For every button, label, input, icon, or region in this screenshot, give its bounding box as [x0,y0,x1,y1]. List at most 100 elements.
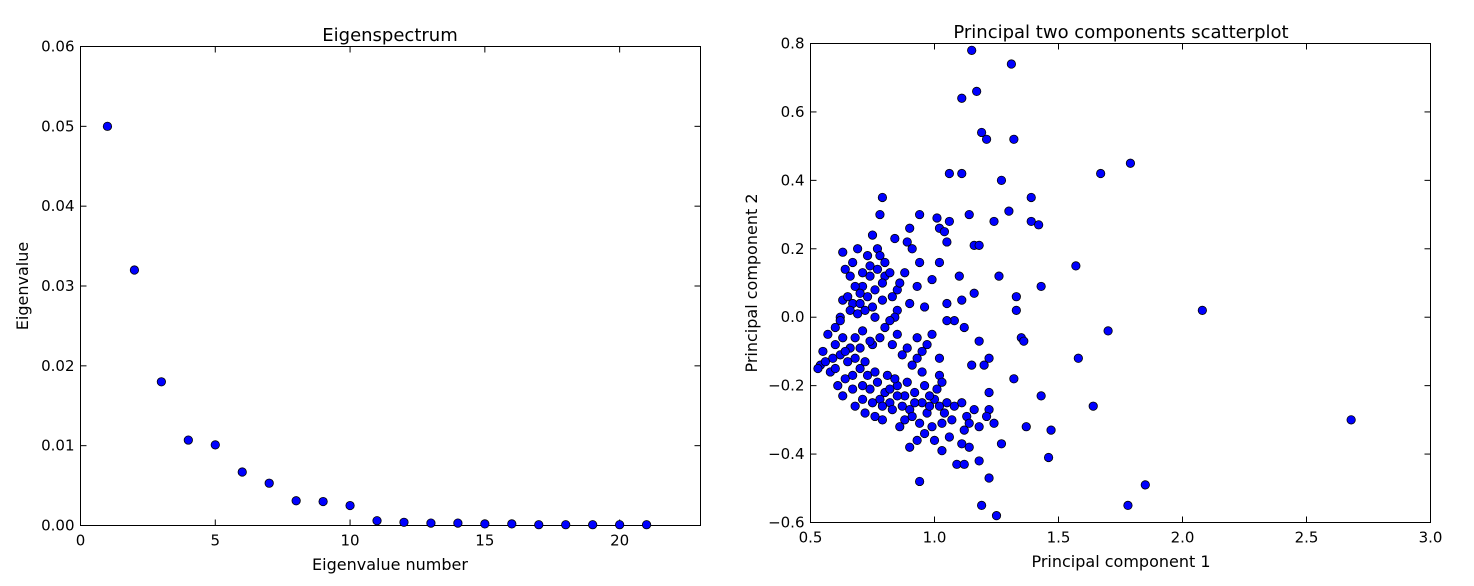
y-tick-label: 0.02 [41,357,74,375]
data-point [507,519,517,529]
data-point [967,360,977,370]
data-point [857,381,868,391]
data-point [129,265,140,275]
data-point [865,261,875,271]
data-point [877,278,888,288]
data-point [959,425,969,435]
data-point [932,213,942,223]
y-tick-label: −0.4 [768,445,804,463]
data-point [994,271,1004,281]
x-tick-label: 5 [211,532,221,550]
data-point [912,333,922,343]
plot-frame [810,43,1431,523]
data-point [857,394,868,404]
data-point [910,398,920,408]
y-tick-label: 0.00 [41,517,74,535]
data-point [922,339,932,350]
y-tick-label: 0.05 [41,117,74,135]
data-point [919,428,930,439]
data-point [1140,480,1150,490]
data-point [426,518,436,528]
data-point [848,384,858,394]
data-point [818,346,828,357]
x-tick-label: 3.0 [1419,529,1443,547]
data-point [890,233,900,244]
data-point [1346,415,1356,425]
x-axis-label: Principal component 1 [1031,552,1210,571]
y-tick-label: 0.4 [781,171,805,189]
data-point [902,237,912,247]
data-point [850,401,860,411]
data-point [984,387,994,398]
data-point [969,404,979,415]
data-point [919,381,930,391]
data-point [845,305,855,315]
data-point [870,312,880,322]
data-point [917,367,927,377]
x-tick-label: 20 [610,532,629,550]
data-point [887,292,897,302]
data-point [840,264,850,274]
data-point [907,244,917,254]
data-point [915,209,925,220]
data-point [959,459,969,469]
data-point [855,288,865,298]
data-point [989,418,999,428]
data-point [1026,216,1036,227]
data-point [1071,261,1081,271]
data-point [830,363,840,374]
data-point [867,398,878,408]
data-point [291,496,301,506]
y-tick-label: 0.04 [41,197,74,215]
data-point [937,418,947,428]
data-point [838,391,848,401]
data-point [1123,500,1133,510]
x-tick-label: 0 [76,532,86,550]
data-point [372,516,382,526]
y-tick-label: 0.2 [781,240,805,258]
data-point [1036,391,1046,401]
data-point [870,411,880,422]
data-point [974,422,984,432]
y-axis-label: Eigenvalue [13,242,32,330]
data-point [1034,220,1044,230]
data-point [880,322,890,333]
data-point [905,442,915,452]
data-point [892,329,902,339]
data-point [877,415,888,425]
y-tick-label: 0.0 [781,308,805,326]
data-point [1073,353,1083,363]
data-point [855,298,865,309]
data-point [820,357,830,367]
data-point [942,316,952,326]
data-point [1046,425,1056,435]
data-point [534,520,544,530]
data-point [848,370,858,380]
data-point [865,271,875,281]
data-point [838,333,848,343]
y-tick-label: 0.01 [41,437,74,455]
data-point [934,257,945,268]
data-point [813,363,823,374]
data-point [979,360,989,370]
data-point [902,343,912,353]
data-point [210,440,220,450]
data-point [897,401,907,411]
data-point [890,374,900,384]
data-point [957,168,967,179]
y-tick-label: −0.6 [768,514,804,532]
data-point [942,398,952,408]
data-point [870,285,880,295]
data-point [855,343,865,353]
data-point [974,456,984,466]
data-point [840,346,850,357]
data-point [887,404,897,415]
data-point [156,377,166,387]
y-tick-label: 0.6 [781,103,805,121]
data-point [957,93,967,103]
data-point [875,251,885,261]
data-point [860,357,870,367]
data-point [924,401,935,411]
data-point [845,271,855,281]
